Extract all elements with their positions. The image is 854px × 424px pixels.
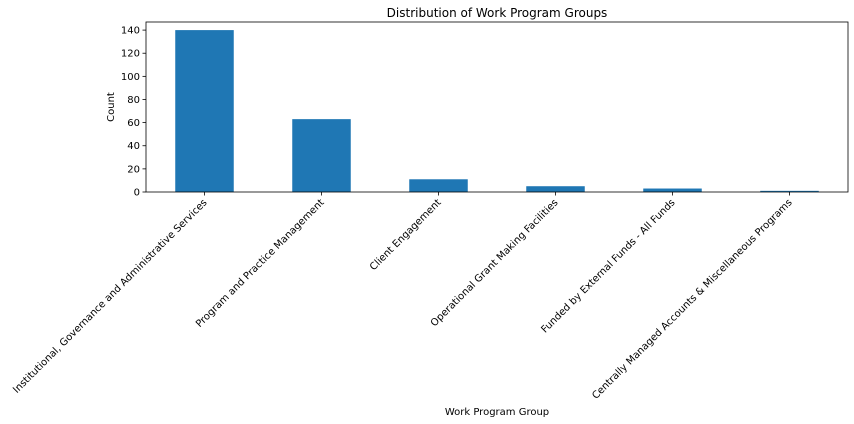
x-tick-label: Program and Practice Management — [194, 197, 327, 330]
y-axis-label: Count — [106, 92, 117, 122]
bar — [643, 188, 702, 192]
y-tick-label: 20 — [127, 164, 140, 175]
y-tick-label: 80 — [127, 95, 140, 106]
y-tick-label: 120 — [121, 49, 140, 60]
x-tick-label: Institutional, Governance and Administra… — [11, 197, 209, 395]
bar — [760, 190, 819, 192]
y-tick-label: 140 — [121, 26, 140, 37]
x-tick-label: Client Engagement — [368, 197, 444, 273]
x-axis-label: Work Program Group — [445, 407, 549, 418]
chart-title: Distribution of Work Program Groups — [387, 6, 608, 20]
y-tick-label: 60 — [127, 118, 140, 129]
x-tick-label: Funded by External Funds - All Funds — [539, 197, 677, 335]
x-tick-label: Centrally Managed Accounts & Miscellaneo… — [590, 197, 794, 401]
bars-group — [175, 30, 819, 192]
x-tick-label: Operational Grant Making Facilities — [429, 197, 561, 329]
y-tick-label: 100 — [121, 72, 140, 83]
bar — [175, 30, 234, 192]
y-axis: 0 20 40 60 80 100 120 140 — [121, 26, 146, 199]
plot-frame — [145, 21, 849, 193]
y-tick-label: 0 — [134, 188, 140, 199]
bar — [526, 186, 585, 192]
bar — [292, 119, 351, 192]
y-tick-label: 40 — [127, 141, 140, 152]
bar — [409, 179, 468, 192]
x-axis: Institutional, Governance and Administra… — [11, 192, 795, 402]
